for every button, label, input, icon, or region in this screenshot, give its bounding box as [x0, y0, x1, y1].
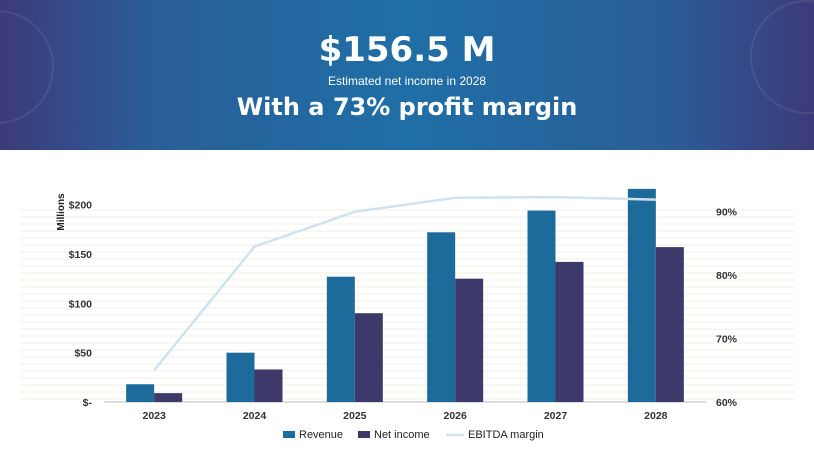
x-tick-label: 2027 — [544, 410, 568, 422]
bar-revenue-2025 — [326, 276, 355, 402]
bar-revenue-2026 — [427, 232, 456, 402]
chart-legend: Revenue Net income EBITDA margin — [283, 429, 544, 441]
left-y-axis: $- $50 $100 $150 $200 — [69, 200, 93, 409]
bar-series — [126, 188, 684, 402]
revenue-income-chart: Millions $-$50$100$150$200 60%70%80%90% … — [20, 188, 794, 441]
y-tick-label: $100 — [69, 298, 93, 310]
legend-swatch — [283, 431, 295, 438]
bar-net-income-2024 — [254, 369, 283, 402]
header-banner: $156.5 M Estimated net income in 2028 Wi… — [0, 0, 814, 150]
line-series — [153, 195, 656, 372]
y2-tick-label: 80% — [716, 270, 738, 282]
legend-swatch — [358, 431, 370, 438]
x-tick-label: 2024 — [243, 410, 267, 422]
y-tick-label: $200 — [69, 200, 93, 212]
headline-amount: $156.5 M — [318, 30, 496, 70]
bar-net-income-2028 — [655, 247, 684, 402]
y2-tick-label: 60% — [716, 397, 738, 409]
bar-net-income-2025 — [354, 313, 383, 402]
y2-tick-label: 70% — [716, 334, 738, 346]
x-tick-label: 2028 — [644, 410, 668, 422]
y-tick-label: $50 — [74, 348, 92, 360]
y2-tick-label: 90% — [716, 207, 738, 219]
legend-label: EBITDA margin — [468, 429, 544, 441]
x-axis: 2023 2024 2025 2026 2027 2028 — [142, 410, 667, 422]
y-axis-label: Millions — [56, 193, 67, 231]
legend-label: Net income — [374, 429, 430, 441]
x-tick-label: 2025 — [343, 410, 367, 422]
ebitda-margin-line — [153, 195, 656, 372]
bar-revenue-2028 — [627, 188, 656, 402]
y-tick-label: $- — [83, 397, 93, 409]
legend-label: Revenue — [299, 429, 343, 441]
headline-margin: With a 73% profit margin — [236, 93, 578, 121]
bar-revenue-2027 — [527, 210, 556, 402]
headline-subtitle: Estimated net income in 2028 — [327, 74, 487, 88]
right-y-axis: 60% 70% 80% 90% — [716, 207, 738, 409]
x-tick-label: 2026 — [443, 410, 467, 422]
bar-revenue-2023 — [126, 384, 155, 402]
bar-revenue-2024 — [226, 352, 255, 402]
bar-net-income-2027 — [555, 261, 584, 402]
x-tick-label: 2023 — [142, 410, 166, 422]
bar-net-income-2026 — [455, 278, 484, 402]
bar-net-income-2023 — [154, 393, 183, 402]
y-tick-label: $150 — [69, 249, 93, 261]
